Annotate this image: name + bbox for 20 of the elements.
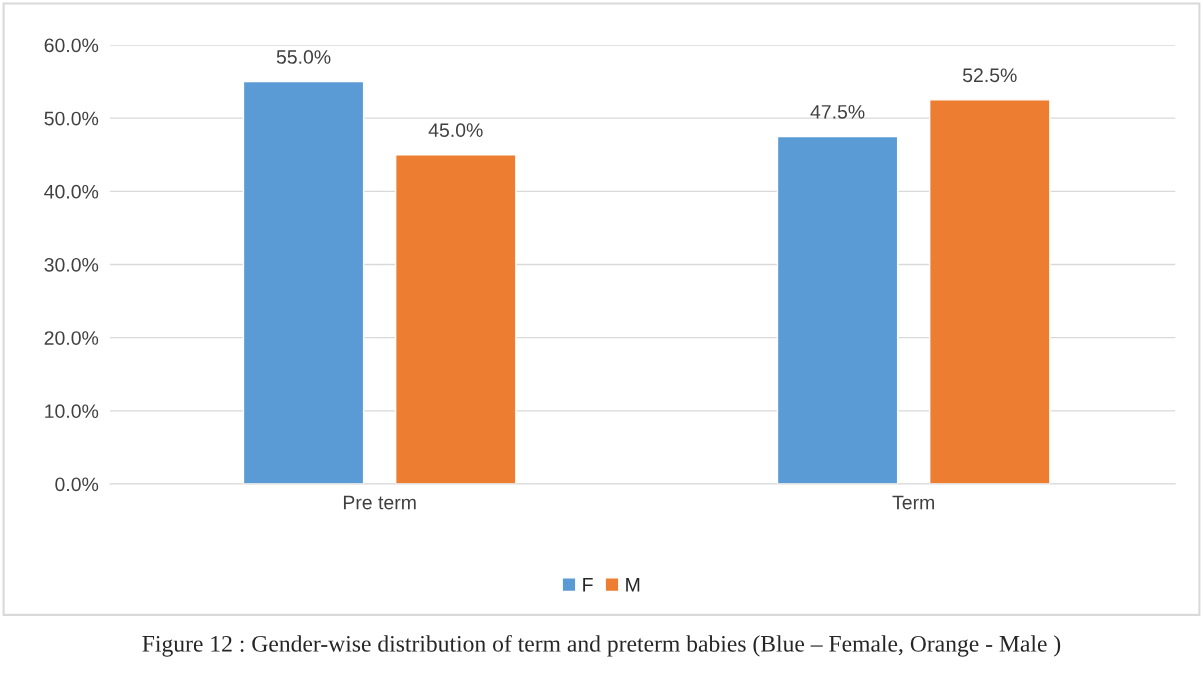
x-tick-label: Pre term (343, 495, 416, 510)
bar (776, 135, 899, 484)
y-tick-label: 50.0% (44, 111, 99, 126)
data-label: 47.5% (810, 105, 865, 119)
bar (394, 154, 517, 484)
data-label: 45.0% (428, 123, 483, 138)
y-tick-label: 0.0% (55, 477, 99, 492)
bar (242, 80, 365, 484)
bar (928, 99, 1051, 484)
y-tick-label: 30.0% (44, 257, 99, 272)
legend-label: F (583, 578, 593, 592)
legend-label: M (626, 578, 640, 592)
y-tick-label: 10.0% (45, 404, 99, 419)
data-label: 52.5% (962, 68, 1017, 83)
caption: Figure 12 : Gender-wise distribution of term and preterm babies (Blue – Female, Orange - Male ) (142, 634, 1061, 657)
data-label: 55.0% (276, 50, 331, 64)
y-tick-label: 40.0% (44, 184, 99, 199)
y-tick-label: 20.0% (44, 331, 99, 345)
x-tick-label: Term (892, 495, 934, 510)
y-tick-label: 60.0% (44, 38, 99, 53)
